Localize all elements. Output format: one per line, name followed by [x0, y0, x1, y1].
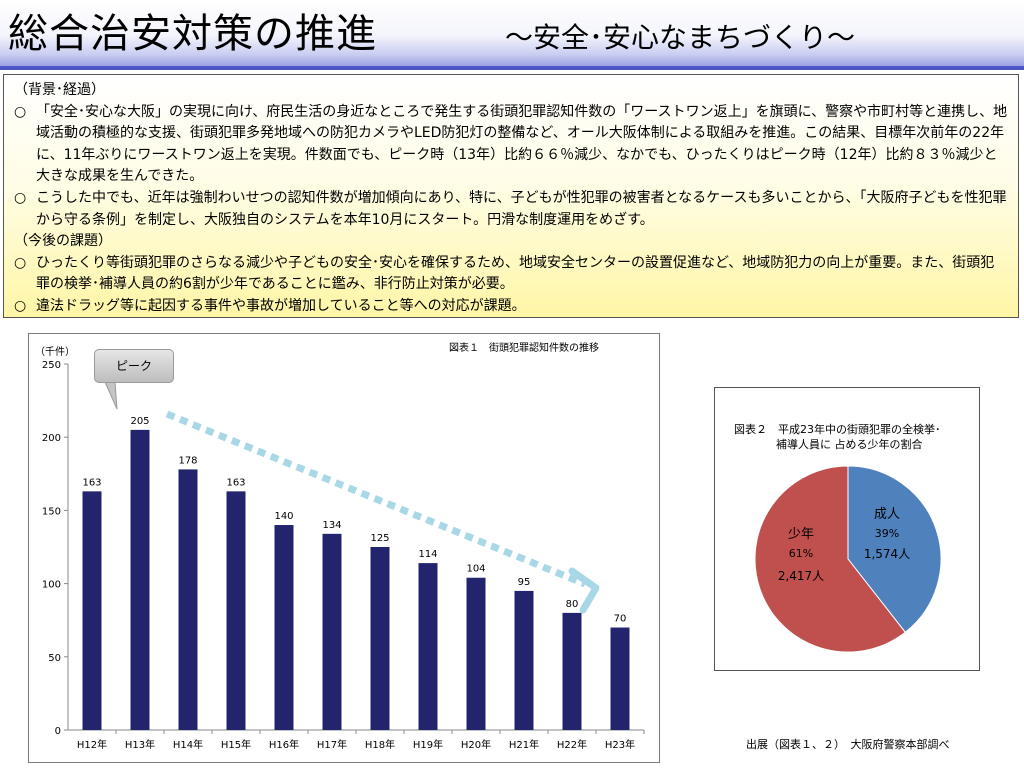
bar: [178, 469, 198, 730]
bar-value-label: 178: [178, 455, 197, 466]
bar-value-label: 104: [466, 564, 485, 575]
background-box: （背景･経過） ○ 「安全･安心な大阪」の実現に向け、府民生活の身近なところで発…: [3, 74, 1019, 318]
bar-chart: 0 50 100 150 200 250 （千件） 図表１ 街頭犯罪認知件数の推移 163 H12…: [35, 341, 645, 751]
bar: [466, 577, 486, 730]
y-tick-label: 200: [42, 433, 61, 444]
pie-chart-title: 図表２ 平成23年中の街頭犯罪の全検挙･ 補導人員に 占める少年の割合: [734, 422, 941, 452]
future-item-text: ひったくり等街頭犯罪のさらなる減少や子どもの安全･安心を確保するため、地域安全セ…: [36, 254, 995, 293]
bar: [514, 590, 534, 730]
title-band: 総合治安対策の推進 ～安全･安心なまちづくり～: [0, 0, 1024, 70]
bar-value-label: 134: [322, 520, 341, 531]
bar-value-label: 95: [518, 577, 531, 588]
x-tick-label: H23年: [605, 738, 635, 751]
pie-chart-panel: 成人 39% 1,574人 少年 61% 2,417人: [714, 387, 980, 671]
x-tick-label: H16年: [269, 738, 299, 751]
trend-arrow-line: [165, 410, 587, 588]
pie-chart-title-line1: 図表２ 平成23年中の街頭犯罪の全検挙･: [734, 423, 941, 436]
bar: [274, 525, 294, 730]
bullet-mark: ○: [14, 297, 27, 314]
bar: [130, 429, 150, 730]
pie-slice-label: 少年: [788, 527, 814, 542]
bar-value-label: 114: [418, 549, 437, 560]
bar: [562, 612, 582, 730]
y-tick-label: 100: [42, 580, 61, 591]
future-heading: （今後の課題）: [14, 233, 112, 250]
background-item-text: 「安全･安心な大阪」の実現に向け、府民生活の身近なところで発生する街頭犯罪認知件…: [36, 103, 1008, 185]
x-tick-label: H13年: [125, 738, 155, 751]
bar: [82, 491, 102, 730]
pie-slice-label: 成人: [874, 507, 900, 522]
bar: [418, 563, 438, 730]
pie-slice: [754, 465, 906, 653]
page-subtitle: ～安全･安心なまちづくり～: [505, 21, 856, 54]
bar-value-label: 125: [370, 533, 389, 544]
background-item: ○ 「安全･安心な大阪」の実現に向け、府民生活の身近なところで発生する街頭犯罪認…: [14, 102, 1008, 188]
peak-callout: ピーク: [94, 349, 174, 383]
trend-arrow-head: [568, 567, 600, 614]
bar-value-label: 140: [274, 511, 293, 522]
y-tick-label: 150: [42, 506, 61, 517]
title-underline: [0, 66, 1024, 70]
background-item-text: こうした中でも、近年は強制わいせつの認知件数が増加傾向にあり、特に、子どもが性犯…: [36, 189, 1007, 228]
bar-chart-title: 図表１ 街頭犯罪認知件数の推移: [449, 341, 599, 354]
bullet-mark: ○: [14, 189, 27, 206]
bullet-mark: ○: [14, 103, 27, 120]
future-item-text: 違法ドラッグ等に起因する事件や事故が増加していること等への対応が課題。: [36, 297, 526, 314]
pie-slice-count: 2,417人: [778, 569, 824, 583]
bar-chart-panel: 0 50 100 150 200 250 （千件） 図表１ 街頭犯罪認知件数の推移 163 H12…: [28, 333, 660, 763]
source-note: 出展（図表１、２） 大阪府警察本部調べ: [746, 738, 950, 751]
x-tick-label: H18年: [365, 738, 395, 751]
future-item: ○ 違法ドラッグ等に起因する事件や事故が増加していること等への対応が課題。: [14, 296, 1008, 318]
pie-slice-percent: 61%: [789, 547, 813, 560]
pie-chart-title-line2: 補導人員に 占める少年の割合: [776, 438, 923, 451]
bar-value-label: 163: [82, 477, 101, 488]
pie-slice: [847, 465, 942, 633]
y-unit-label: （千件）: [35, 346, 75, 358]
bar: [610, 627, 630, 730]
peak-callout-pointer: [104, 381, 118, 410]
y-tick-label: 50: [48, 653, 61, 664]
bar-value-label: 80: [566, 599, 579, 610]
bar-value-label: 70: [614, 614, 627, 625]
page-title: 総合治安対策の推進: [8, 11, 377, 57]
x-tick-label: H17年: [317, 738, 347, 751]
x-tick-label: H12年: [77, 738, 107, 751]
x-tick-label: H22年: [557, 738, 587, 751]
x-tick-label: H21年: [509, 738, 539, 751]
y-tick-label: 0: [55, 726, 61, 737]
x-tick-label: H15年: [221, 738, 251, 751]
bar: [370, 547, 390, 730]
bar-value-label: 163: [226, 477, 245, 488]
pie-slice-count: 1,574人: [864, 547, 910, 561]
pie-slice-percent: 39%: [875, 527, 899, 540]
bullet-mark: ○: [14, 254, 27, 271]
background-heading: （背景･経過）: [14, 82, 105, 98]
bar-value-label: 205: [130, 416, 149, 427]
x-tick-label: H20年: [461, 738, 491, 751]
x-tick-label: H14年: [173, 738, 203, 751]
future-item: ○ ひったくり等街頭犯罪のさらなる減少や子どもの安全･安心を確保するため、地域安…: [14, 253, 1008, 296]
background-item: ○ こうした中でも、近年は強制わいせつの認知件数が増加傾向にあり、特に、子どもが…: [14, 188, 1008, 231]
bar: [226, 491, 246, 730]
y-tick-label: 250: [42, 360, 61, 371]
pie-chart: 成人 39% 1,574人 少年 61% 2,417人: [754, 465, 942, 653]
bar: [322, 533, 342, 730]
x-tick-label: H19年: [413, 738, 443, 751]
